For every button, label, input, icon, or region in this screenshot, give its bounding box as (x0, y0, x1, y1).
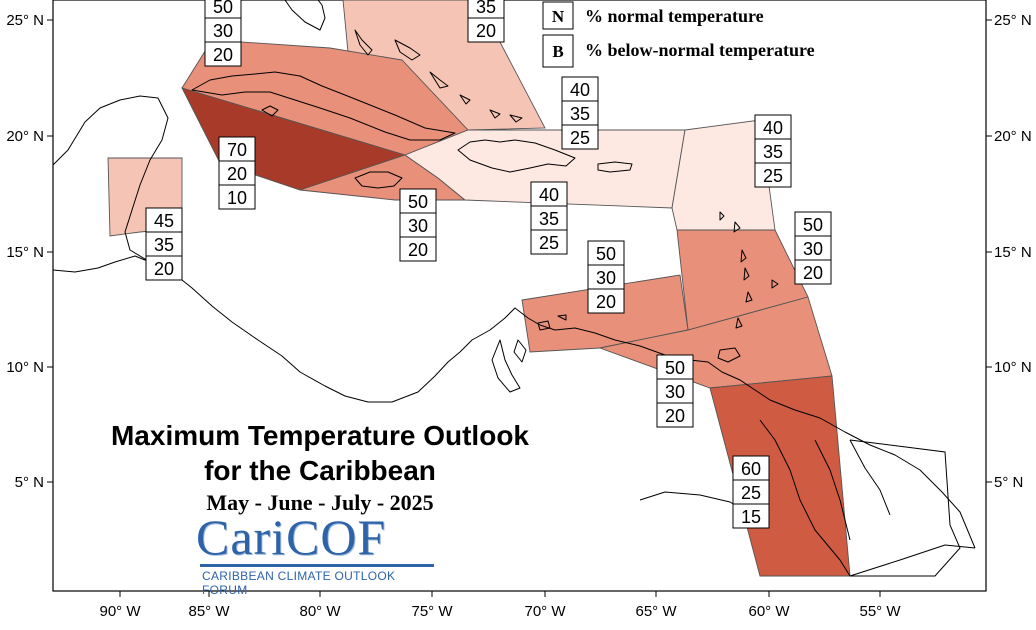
caricof-logo: CariCOF CARIBBEAN CLIMATE OUTLOOK FORUM (196, 512, 440, 597)
prob-normal: 30 (596, 268, 616, 288)
prob-stack: 35 20 (467, 0, 505, 43)
prob-stack: 40 35 25 (754, 114, 792, 188)
y-tick-label: 5° N (15, 474, 44, 491)
x-tick-label: 75° W (411, 603, 453, 620)
prob-normal: 20 (227, 164, 247, 184)
map-title-block: Maximum Temperature Outlook for the Cari… (90, 418, 550, 516)
prob-stack: 50 30 20 (656, 354, 694, 428)
prob-below: 15 (741, 507, 761, 527)
y-tick-label: 15° N (6, 244, 44, 261)
y-tick-label: 10° N (994, 359, 1032, 376)
y-tick-label: 25° N (6, 12, 44, 29)
prob-above: 60 (741, 459, 761, 479)
prob-stack: 40 35 25 (530, 181, 568, 255)
map-title-line1: Maximum Temperature Outlook (110, 420, 529, 451)
prob-above: 50 (596, 244, 616, 264)
legend-text: % below-normal temperature (585, 40, 815, 60)
legend-box (542, 34, 574, 68)
prob-stack: 50 30 20 (204, 0, 242, 67)
prob-below: 25 (763, 166, 783, 186)
prob-normal: 35 (539, 209, 559, 229)
logo-subtitle: CARIBBEAN CLIMATE OUTLOOK FORUM (202, 569, 396, 597)
prob-normal: 30 (213, 21, 233, 41)
prob-normal: 35 (763, 142, 783, 162)
prob-below: 20 (408, 240, 428, 260)
legend-letter: B (552, 42, 563, 61)
prob-above: 50 (665, 358, 685, 378)
y-tick-label: 25° N (994, 12, 1032, 29)
x-axis-labels: 90° W 85° W 80° W 75° W 70° W 65° W 60° … (99, 603, 901, 620)
prob-above: 50 (213, 0, 233, 17)
map-frame (52, 0, 987, 592)
prob-normal: 30 (408, 216, 428, 236)
x-tick-label: 90° W (99, 603, 141, 620)
x-tick-label: 55° W (859, 603, 901, 620)
prob-below: 25 (570, 128, 590, 148)
x-tick-label: 65° W (635, 603, 677, 620)
x-tick-label: 60° W (748, 603, 790, 620)
y-axis-labels-right: 25° N 20° N 15° N 10° N 5° N (994, 12, 1032, 491)
y-tick-label: 20° N (994, 128, 1032, 145)
prob-below: 20 (154, 259, 174, 279)
y-axis-labels-left: 25° N 20° N 15° N 10° N 5° N (6, 12, 44, 491)
prob-below: 20 (665, 406, 685, 426)
prob-stack: 50 30 20 (587, 240, 625, 314)
map-period: May - June - July - 2025 (206, 490, 434, 515)
prob-stack: 70 20 10 (218, 136, 256, 210)
coastlines (52, 0, 976, 577)
prob-above: 35 (476, 0, 496, 17)
prob-above: 50 (408, 192, 428, 212)
prob-below: 20 (213, 45, 233, 65)
prob-above: 70 (227, 140, 247, 160)
prob-above: 45 (154, 211, 174, 231)
prob-above: 50 (803, 215, 823, 235)
prob-stack: 60 25 15 (732, 455, 770, 529)
zone-guianas (709, 375, 851, 577)
legend: N % normal temperature B % below-normal … (542, 1, 815, 68)
map-title-line2: for the Caribbean (204, 455, 436, 486)
logo-name: CariCOF (196, 509, 387, 565)
prob-above: 40 (570, 80, 590, 100)
x-tick-label: 70° W (524, 603, 566, 620)
prob-normal: 35 (570, 104, 590, 124)
guianas-outline (849, 439, 961, 577)
prob-normal: 20 (476, 21, 496, 41)
prob-stack: 45 35 20 (145, 207, 183, 281)
x-tick-label: 80° W (299, 603, 341, 620)
y-tick-label: 20° N (6, 128, 44, 145)
prob-normal: 30 (803, 239, 823, 259)
prob-above: 40 (539, 185, 559, 205)
prob-below: 20 (803, 263, 823, 283)
legend-text: % normal temperature (585, 6, 764, 26)
probability-labels: 50 30 20 35 20 70 20 10 45 35 20 50 30 2… (145, 0, 832, 529)
x-tick-label: 85° W (188, 603, 230, 620)
prob-above: 40 (763, 118, 783, 138)
prob-normal: 25 (741, 483, 761, 503)
axis-ticks (47, 19, 992, 597)
legend-letter: N (552, 7, 565, 26)
prob-below: 10 (227, 188, 247, 208)
y-tick-label: 5° N (994, 474, 1023, 491)
prob-below: 25 (539, 233, 559, 253)
legend-box (542, 1, 574, 30)
logo-bar (200, 564, 434, 567)
outlook-zones (107, 0, 851, 577)
prob-below: 20 (596, 292, 616, 312)
y-tick-label: 15° N (994, 244, 1032, 261)
prob-stack: 50 30 20 (399, 188, 437, 262)
prob-stack: 40 35 25 (561, 76, 599, 150)
prob-normal: 30 (665, 382, 685, 402)
prob-stack: 50 30 20 (794, 211, 832, 285)
prob-normal: 35 (154, 235, 174, 255)
y-tick-label: 10° N (6, 359, 44, 376)
